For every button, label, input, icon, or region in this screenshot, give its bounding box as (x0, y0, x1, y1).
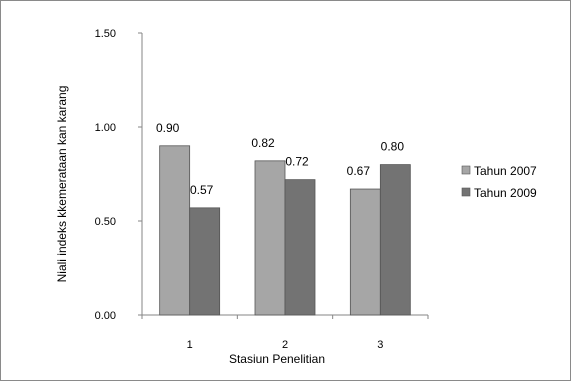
y-tick-label: 0.50 (95, 216, 116, 228)
data-label: 0.57 (190, 183, 214, 197)
data-label: 0.82 (251, 136, 275, 150)
bar-2-2 (284, 179, 316, 316)
legend-swatch (461, 165, 471, 175)
bar-2-3 (379, 164, 411, 316)
x-axis-title: Stasiun Penelitian (229, 352, 325, 366)
bar-1-2 (254, 160, 286, 316)
x-tick-label: 1 (187, 339, 193, 351)
y-tick-label: 1.00 (95, 122, 116, 134)
data-label: 0.72 (285, 155, 309, 169)
bar-2-1 (189, 207, 221, 316)
x-tick-label: 3 (377, 339, 383, 351)
bar-1-3 (349, 188, 381, 316)
legend-label: Tahun 2007 (474, 164, 537, 178)
legend-swatch (461, 187, 471, 197)
data-label: 0.90 (156, 121, 180, 135)
data-label: 0.80 (381, 140, 405, 154)
y-tick-label: 1.50 (95, 28, 116, 40)
data-label: 0.67 (347, 164, 371, 178)
legend-label: Tahun 2009 (474, 186, 537, 200)
y-tick-label: 0.00 (95, 310, 116, 322)
y-axis-title: Niali indeks kkemerataan kan karang (55, 86, 69, 283)
bar-1-1 (159, 145, 191, 316)
x-tick-label: 2 (282, 339, 288, 351)
